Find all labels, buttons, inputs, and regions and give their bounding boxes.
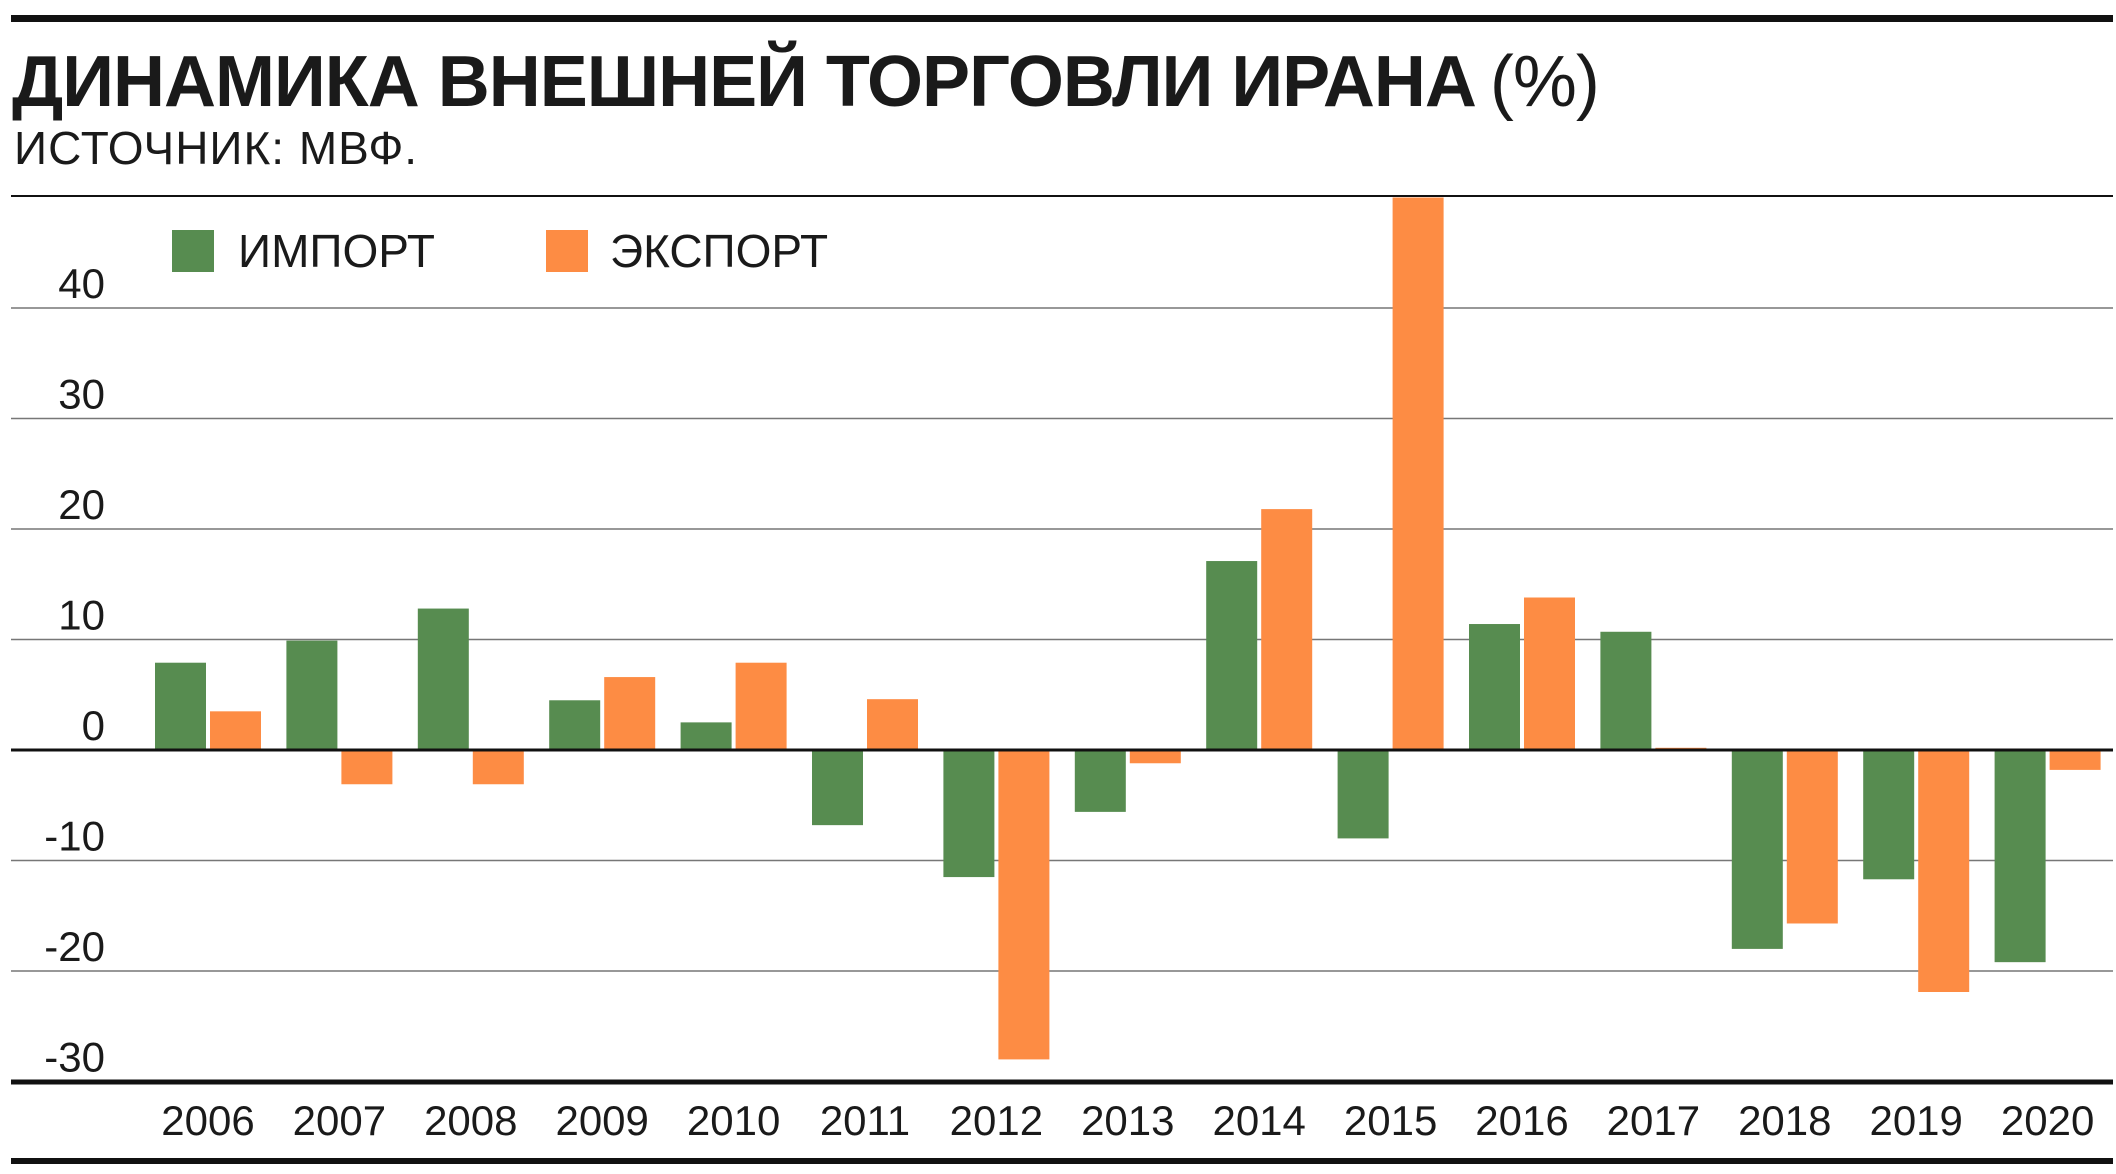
export-bar-2007 (341, 750, 393, 785)
export-bar-2018 (1786, 750, 1838, 924)
y-tick-label: 10 (58, 592, 105, 639)
x-tick-label: 2018 (1738, 1097, 1831, 1144)
top-rule (11, 15, 2113, 22)
y-tick-label: -30 (44, 1034, 105, 1081)
legend-label-export: ЭКСПОРТ (610, 225, 828, 277)
x-tick-label: 2013 (1081, 1097, 1174, 1144)
export-bar-2019 (1918, 750, 1970, 992)
import-bar-2019 (1863, 750, 1915, 880)
export-bar-2011 (867, 699, 918, 750)
export-bar-2008 (472, 750, 524, 785)
x-tick-label: 2019 (1869, 1097, 1962, 1144)
y-tick-label: 0 (82, 702, 105, 749)
import-bar-2006 (155, 662, 206, 750)
chart-title-unit: (%) (1489, 42, 1600, 122)
bottom-rule (11, 1158, 2113, 1164)
import-bar-2018 (1731, 750, 1783, 949)
import-bar-2011 (812, 750, 863, 826)
import-bar-2009 (549, 700, 601, 750)
x-tick-label: 2011 (820, 1097, 910, 1144)
x-tick-label: 2008 (424, 1097, 517, 1144)
y-tick-label: 30 (58, 371, 105, 418)
y-tick-label: 20 (58, 481, 105, 528)
export-bar-2013 (1129, 750, 1181, 764)
export-bar-2009 (604, 677, 656, 750)
y-tick-label: -20 (44, 923, 105, 970)
export-bar-2006 (210, 711, 261, 750)
legend-label-import: ИМПОРТ (238, 225, 435, 277)
import-bar-2012 (943, 750, 995, 878)
y-tick-label: 40 (58, 260, 105, 307)
x-tick-label: 2010 (687, 1097, 780, 1144)
import-bar-2007 (286, 640, 338, 750)
legend-swatch-export (546, 230, 588, 272)
import-bar-2010 (680, 722, 732, 750)
chart-title-main: ДИНАМИКА ВНЕШНЕЙ ТОРГОВЛИ ИРАНА (12, 42, 1477, 122)
x-tick-label: 2015 (1344, 1097, 1437, 1144)
export-bar-2015 (1392, 197, 1444, 750)
import-bar-2016 (1469, 624, 1520, 750)
legend-swatch-import (172, 230, 214, 272)
export-bar-2012 (998, 750, 1050, 1060)
import-bar-2013 (1074, 750, 1126, 812)
x-tick-label: 2014 (1212, 1097, 1305, 1144)
x-tick-label: 2020 (2001, 1097, 2094, 1144)
x-tick-label: 2016 (1475, 1097, 1568, 1144)
x-tick-label: 2009 (555, 1097, 648, 1144)
export-bar-2014 (1261, 509, 1313, 750)
export-bar-2020 (2049, 750, 2101, 770)
y-tick-label: -10 (44, 813, 105, 860)
import-bar-2014 (1206, 561, 1258, 750)
import-bar-2017 (1600, 631, 1652, 750)
chart-title: ДИНАМИКА ВНЕШНЕЙ ТОРГОВЛИ ИРАНА (%) (12, 42, 1600, 122)
export-bar-2016 (1524, 597, 1575, 750)
x-tick-label: 2017 (1607, 1097, 1700, 1144)
x-tick-label: 2006 (161, 1097, 254, 1144)
x-tick-label: 2007 (293, 1097, 386, 1144)
import-bar-2015 (1337, 750, 1389, 839)
chart-subtitle: ИСТОЧНИК: МВФ. (14, 122, 419, 174)
import-bar-2020 (1994, 750, 2046, 963)
export-bar-2010 (735, 662, 787, 750)
x-tick-label: 2012 (950, 1097, 1043, 1144)
import-bar-2008 (417, 608, 469, 750)
